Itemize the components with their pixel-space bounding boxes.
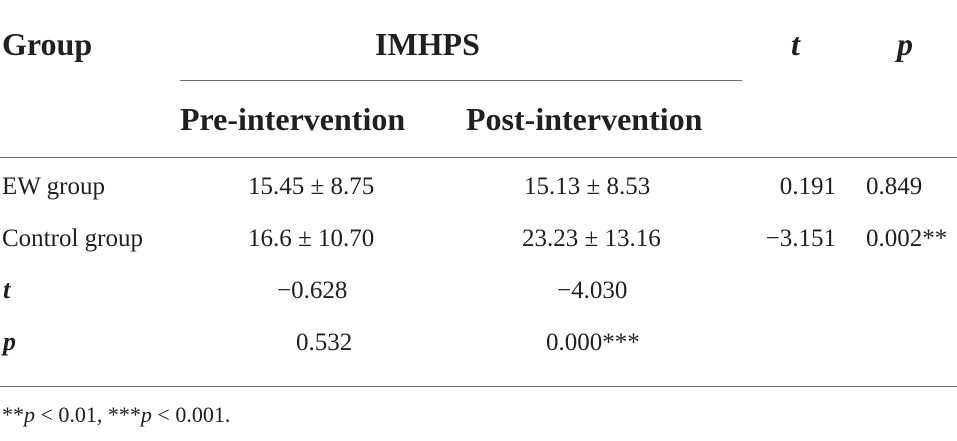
footnote-text-2: < 0.001. bbox=[151, 402, 231, 427]
footnote-p-2: p bbox=[140, 402, 152, 427]
header-group: Group bbox=[2, 26, 93, 62]
cell-t-pre: −0.628 bbox=[277, 277, 348, 304]
cell-t-post: −4.030 bbox=[557, 277, 628, 304]
cell-ew-pre: 15.45 ± 8.75 bbox=[248, 173, 375, 200]
cell-p-post: 0.000*** bbox=[546, 329, 640, 356]
table-footnote: **p < 0.01, ***p < 0.001. bbox=[2, 404, 230, 426]
row-label-ew-group: EW group bbox=[2, 173, 105, 200]
footnote-stars-1: ** bbox=[2, 402, 24, 427]
cell-ew-p: 0.849 bbox=[866, 173, 923, 200]
header-imhps: IMHPS bbox=[375, 26, 480, 62]
cell-control-pre: 16.6 ± 10.70 bbox=[248, 225, 375, 252]
header-post-intervention: Post-intervention bbox=[466, 101, 703, 137]
footnote-stars-2: *** bbox=[107, 402, 141, 427]
cell-ew-t: 0.191 bbox=[779, 173, 836, 200]
table-bottom-rule bbox=[0, 386, 957, 387]
footnote-text-1: < 0.01, bbox=[35, 402, 108, 427]
cell-control-p: 0.002** bbox=[866, 225, 948, 252]
row-label-control-group: Control group bbox=[2, 225, 143, 252]
header-p: p bbox=[897, 26, 913, 62]
footnote-p-1: p bbox=[24, 402, 35, 427]
cell-p-pre: 0.532 bbox=[296, 329, 353, 356]
row-label-p: p bbox=[3, 327, 16, 356]
header-t: t bbox=[791, 26, 800, 62]
cell-control-t: −3.151 bbox=[765, 225, 836, 252]
row-label-t: t bbox=[3, 275, 11, 304]
header-pre-intervention: Pre-intervention bbox=[180, 101, 406, 137]
imhps-span-rule bbox=[180, 80, 742, 81]
cell-control-post: 23.23 ± 13.16 bbox=[522, 225, 661, 252]
cell-ew-post: 15.13 ± 8.53 bbox=[524, 173, 651, 200]
header-rule bbox=[0, 157, 957, 158]
